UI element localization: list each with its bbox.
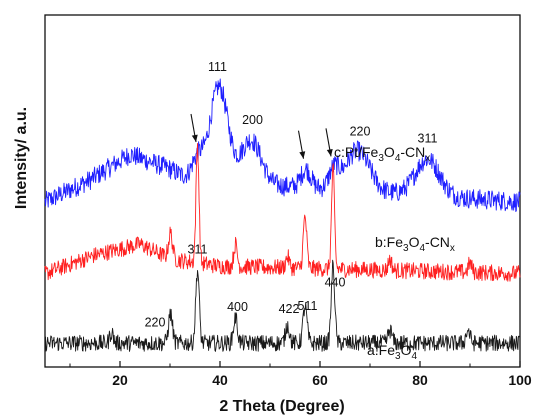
series-label-part: -CN xyxy=(425,234,450,250)
series-line-0 xyxy=(44,78,521,212)
series-label-part: O xyxy=(384,144,395,160)
series-layer xyxy=(44,78,521,352)
x-tick-label-4: 100 xyxy=(508,372,532,388)
series-line-2 xyxy=(44,259,521,352)
series-label-sub: 3 xyxy=(395,351,401,362)
peak-label-2-2: 400 xyxy=(227,300,248,314)
x-tick-label-3: 80 xyxy=(412,372,428,388)
peak-label-0-3: 311 xyxy=(418,132,438,146)
plot-frame xyxy=(44,14,521,368)
series-label-part: O xyxy=(409,234,420,250)
x-tick-label-2: 60 xyxy=(312,372,328,388)
series-label-sub: 4 xyxy=(395,153,401,164)
peak-label-0-1: 200 xyxy=(242,113,263,127)
series-label-1: b:Fe3O4-CNx xyxy=(375,234,455,254)
arrow-head-0 xyxy=(191,134,198,143)
series-label-sub: x xyxy=(425,153,430,164)
series-label-sub: x xyxy=(450,243,455,254)
series-label-0: c:Pt/Fe3O4-CNx xyxy=(334,144,430,164)
series-label-sub: 4 xyxy=(411,351,417,362)
series-label-part: a:Fe xyxy=(367,342,395,358)
peak-label-2-0: 220 xyxy=(145,316,166,330)
peak-label-2-1: 311 xyxy=(188,242,208,256)
series-label-part: O xyxy=(401,342,412,358)
arrow-head-1 xyxy=(299,151,306,159)
series-label-2: a:Fe3O4 xyxy=(367,342,417,362)
peak-label-2-5: 440 xyxy=(325,276,346,290)
series-label-sub: 3 xyxy=(403,243,409,254)
x-tick-label-0: 20 xyxy=(112,372,128,388)
y-axis-title: Intensity/ a.u. xyxy=(13,107,30,209)
x-tick-label-1: 40 xyxy=(212,372,228,388)
series-label-sub: 3 xyxy=(378,153,384,164)
peak-label-2-3: 422 xyxy=(279,302,300,316)
arrow-head-2 xyxy=(326,148,333,157)
series-line-1 xyxy=(44,142,521,282)
series-label-part: c:Pt/Fe xyxy=(334,144,379,160)
series-label-part: b:Fe xyxy=(375,234,403,250)
series-label-part: -CN xyxy=(400,144,425,160)
peak-label-0-2: 220 xyxy=(350,124,371,138)
series-label-sub: 4 xyxy=(419,243,425,254)
peak-label-0-0: 111 xyxy=(208,60,227,74)
peak-label-2-4: 511 xyxy=(298,299,318,313)
axis-layer: 20 40 60 80 100 xyxy=(69,361,532,388)
x-axis-title: 2 Theta (Degree) xyxy=(219,398,344,415)
